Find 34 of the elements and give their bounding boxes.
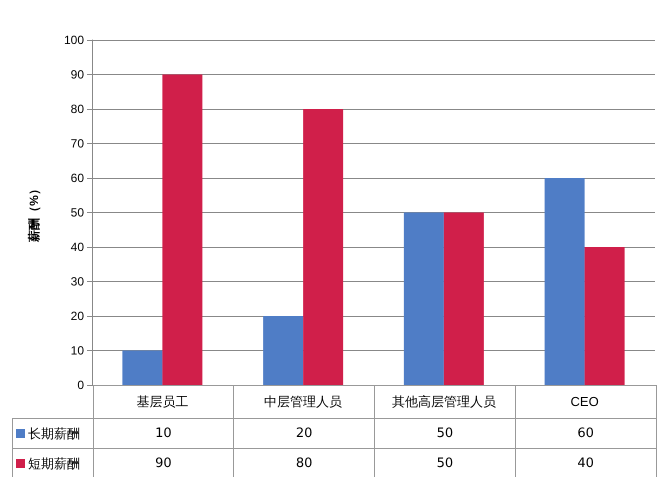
data-label: 10 [93, 418, 234, 448]
data-label: 20 [234, 418, 374, 448]
y-tick-label: 100 [64, 33, 84, 47]
data-label: 50 [374, 448, 516, 477]
bar [584, 247, 625, 385]
bar [122, 350, 162, 385]
data-label: 50 [374, 418, 516, 448]
y-tick-label: 70 [70, 136, 84, 150]
x-tick-label: 基层员工 [136, 394, 188, 409]
y-tick-label: 90 [70, 68, 84, 82]
bar [404, 212, 444, 385]
y-axis-title: 薪酬（%） [27, 183, 41, 243]
y-tick-label: 40 [70, 240, 84, 254]
data-label: 60 [515, 418, 656, 448]
y-tick-label: 30 [70, 274, 84, 288]
legend-label: 短期薪酬 [12, 448, 93, 477]
x-tick-label: 中层管理人员 [264, 394, 342, 409]
bar [544, 178, 585, 385]
data-label: 80 [234, 448, 374, 477]
y-tick-label: 10 [70, 344, 84, 358]
data-label: 40 [515, 448, 656, 477]
y-tick-label: 20 [70, 309, 84, 323]
bar [303, 109, 344, 385]
y-tick-label: 80 [70, 102, 84, 116]
data-label: 90 [93, 448, 234, 477]
bar [444, 212, 484, 385]
y-tick-label: 60 [70, 171, 84, 185]
bar [263, 316, 304, 385]
bar [162, 74, 202, 385]
x-tick-label: CEO [570, 394, 599, 409]
x-tick-label: 其他高层管理人员 [392, 394, 496, 409]
y-tick-label: 50 [70, 206, 84, 220]
legend-label: 长期薪酬 [12, 418, 93, 448]
y-tick-label: 0 [77, 378, 84, 392]
